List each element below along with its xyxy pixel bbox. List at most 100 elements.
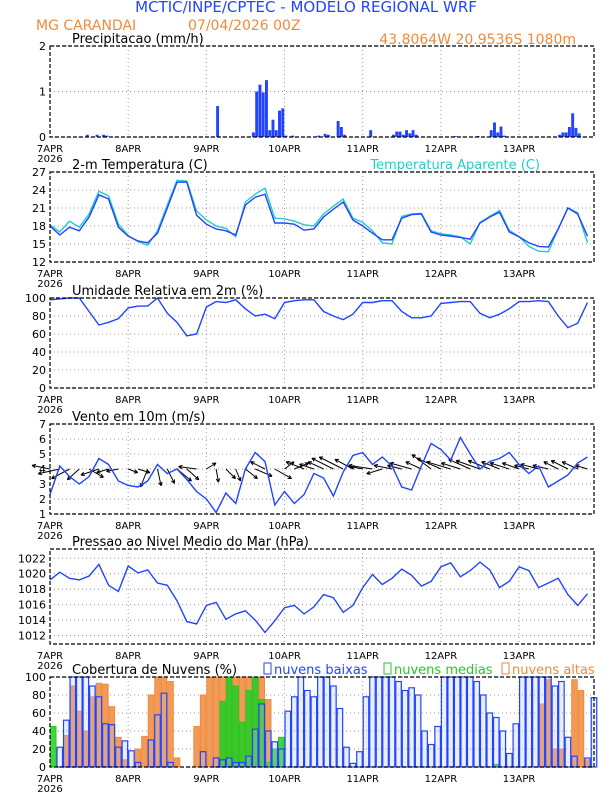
wind-vector [389, 461, 412, 470]
plot-frame [49, 171, 595, 263]
wind-vector [426, 460, 451, 470]
cloud-bar-nuvens-baixas [538, 676, 546, 768]
year-label: 2026 [37, 405, 62, 416]
wind-vector [440, 461, 461, 470]
cloud-bar-nuvens-baixas [532, 676, 539, 768]
wind-vector [501, 462, 520, 470]
wind-vector [467, 459, 490, 470]
wind-vector [366, 468, 383, 475]
cloud-bar-nuvens-baixas [225, 757, 233, 768]
legend-swatch-green [383, 662, 392, 675]
cloud-bar-nuvens-baixas [102, 723, 109, 768]
chart-title: MCTIC/INPE/CPTEC - MODELO REGIONAL WRF [135, 0, 477, 16]
wind-vector [166, 468, 175, 484]
cloud-bar-nuvens-baixas [128, 750, 135, 768]
y-tick-label: 2 [39, 40, 46, 53]
x-tick-label: 12APR [425, 395, 458, 406]
plot-frame [49, 423, 595, 515]
cloud-bar-nuvens-baixas [154, 714, 161, 768]
y-tick-label: 6 [39, 433, 46, 446]
precip-bar [567, 126, 571, 137]
cloud-bar-nuvens-baixas [427, 743, 435, 768]
cloud-bar-nuvens-baixas [545, 676, 552, 768]
cloud-bar-nuvens-baixas [499, 730, 507, 768]
cloud-bar-nuvens-baixas [395, 680, 402, 768]
y-tick-label: 2 [39, 493, 46, 506]
x-tick-label: 11APR [346, 144, 379, 155]
precip-bar [284, 135, 288, 137]
y-tick-label: 4 [39, 463, 46, 476]
cloud-bar-nuvens-baixas [369, 676, 376, 768]
wind-vector [157, 468, 163, 487]
cloud-bar-nuvens-baixas [115, 746, 122, 768]
precip-bar [369, 130, 373, 137]
precip-bar [102, 134, 106, 137]
cloud-bar-nuvens-baixas [303, 689, 311, 768]
cloud-bar-nuvens-altas [577, 690, 585, 768]
wind-vector [186, 468, 200, 481]
cloud-bar-nuvens-baixas [388, 676, 396, 768]
wind-vector [137, 468, 151, 474]
precip-bar [85, 134, 89, 137]
cloud-bar-nuvens-baixas [82, 676, 90, 768]
y-tick-label: 12 [32, 256, 46, 269]
cloud-bar-nuvens-baixas [362, 696, 370, 768]
precip-bar [502, 135, 506, 137]
cloud-bar-nuvens-baixas [134, 761, 142, 768]
wind-vector [405, 461, 422, 470]
wind-vector [307, 461, 324, 470]
year-label: 2026 [37, 154, 62, 165]
cloud-bar-nuvens-baixas [518, 676, 526, 768]
legend-label: Temperatura Aparente (C) [369, 158, 540, 173]
precip-bar [261, 92, 265, 137]
wind-vector [225, 468, 236, 480]
cloud-bar-nuvens-altas [571, 679, 578, 768]
cloud-bar-nuvens-baixas [271, 741, 279, 768]
x-tick-label: 11APR [346, 269, 379, 280]
y-tick-label: 80 [32, 689, 46, 702]
wind-vector [128, 468, 139, 474]
precip-bar [395, 131, 399, 137]
cloud-bar-nuvens-baixas [245, 755, 253, 768]
cloud-bar-nuvens-baixas [277, 748, 285, 768]
x-tick-label: 12APR [425, 144, 458, 155]
x-tick-label: 13APR [503, 144, 536, 155]
wind-vector [481, 461, 500, 470]
panel-pres: 1012 1014 1016 1018 1020 1022 7APR 8APR 9APR 10AP… [18, 535, 595, 672]
cloud-bar-nuvens-baixas [75, 676, 83, 768]
cloud-bar-nuvens-baixas [551, 685, 559, 768]
panel-temp: 12 15 18 21 24 27 7APR 8APR 9APR 10APR 11APR 12APR 1… [32, 158, 595, 290]
precip-bar [496, 132, 500, 137]
x-tick-label: 7APR [37, 395, 63, 406]
cloud-bar-nuvens-baixas [584, 757, 591, 768]
wind-vector [80, 468, 100, 477]
year-label: 2026 [37, 661, 62, 672]
plot-frame [49, 45, 595, 138]
cloud-bar-nuvens-baixas [375, 676, 383, 768]
x-tick-label: 10APR [268, 395, 301, 406]
cloud-bar-nuvens-baixas [62, 719, 70, 768]
x-tick-label: 10APR [268, 521, 301, 532]
precip-bar [493, 122, 496, 137]
wind-vector [215, 468, 221, 483]
cloud-bar-nuvens-baixas [401, 689, 409, 768]
coords-label: 43.8064W 20.9536S 1080m [379, 32, 576, 48]
cloud-bar-nuvens-baixas [590, 697, 598, 768]
wind-vector [250, 461, 266, 470]
y-tick-label: 1014 [18, 614, 46, 627]
x-tick-label: 11APR [346, 521, 379, 532]
cloud-bar-nuvens-baixas [297, 676, 305, 768]
cloud-bar-nuvens-medias [219, 700, 226, 768]
precip-bar [564, 132, 568, 137]
precip-bar [326, 134, 330, 137]
precip-bar [251, 132, 255, 137]
cloud-bar-nuvens-altas [173, 757, 181, 768]
y-tick-label: 15 [32, 238, 46, 251]
cloud-bar-nuvens-baixas [160, 692, 168, 768]
x-tick-label: 7APR [37, 651, 63, 662]
precip-bar [571, 113, 575, 137]
x-tick-label: 10APR [268, 144, 301, 155]
cloud-bar-nuvens-baixas [434, 725, 441, 768]
